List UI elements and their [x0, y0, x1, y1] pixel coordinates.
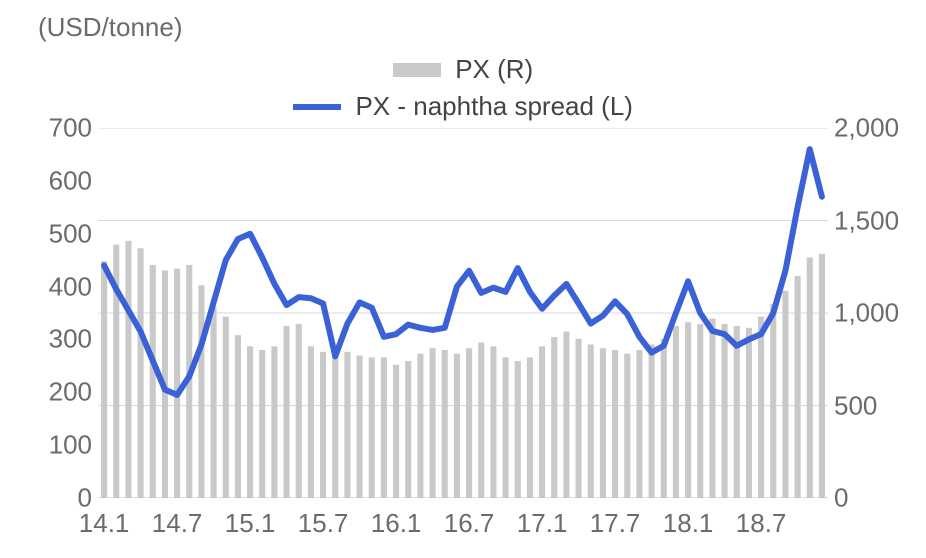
y-axis-left-labels: 0100200300400500600700 — [0, 128, 92, 498]
x-tick: 15.1 — [225, 508, 276, 539]
x-tick: 14.1 — [79, 508, 130, 539]
y-left-tick: 600 — [0, 165, 92, 196]
y-left-tick: 400 — [0, 271, 92, 302]
legend-swatch-line — [293, 104, 341, 110]
x-tick: 18.1 — [663, 508, 714, 539]
y-right-tick: 1,000 — [834, 298, 924, 329]
y-left-tick: 100 — [0, 430, 92, 461]
x-tick: 17.7 — [590, 508, 641, 539]
x-tick: 16.7 — [444, 508, 495, 539]
y-left-tick: 700 — [0, 113, 92, 144]
chart-container: (USD/tonne) PX (R) PX - naphtha spread (… — [0, 0, 926, 558]
legend: PX (R) PX - naphtha spread (L) — [0, 54, 926, 128]
x-tick: 15.7 — [298, 508, 349, 539]
x-tick: 17.1 — [517, 508, 568, 539]
y-right-tick: 1,500 — [834, 205, 924, 236]
plot-area — [98, 128, 828, 498]
y-right-tick: 2,000 — [834, 113, 924, 144]
legend-label-line: PX - naphtha spread (L) — [355, 91, 633, 121]
x-tick: 18.7 — [736, 508, 787, 539]
y-left-tick: 200 — [0, 377, 92, 408]
legend-label-bar: PX (R) — [455, 54, 533, 84]
y-unit-label: (USD/tonne) — [38, 12, 183, 43]
x-axis-labels: 14.114.715.115.716.116.717.117.718.118.7 — [98, 504, 828, 544]
y-right-tick: 0 — [834, 483, 924, 514]
y-left-tick: 300 — [0, 324, 92, 355]
legend-swatch-bar — [393, 63, 441, 77]
y-left-tick: 500 — [0, 218, 92, 249]
x-tick: 16.1 — [371, 508, 422, 539]
y-right-tick: 500 — [834, 390, 924, 421]
chart-svg — [98, 128, 828, 498]
x-tick: 14.7 — [152, 508, 203, 539]
y-axis-right-labels: 05001,0001,5002,000 — [834, 128, 924, 498]
